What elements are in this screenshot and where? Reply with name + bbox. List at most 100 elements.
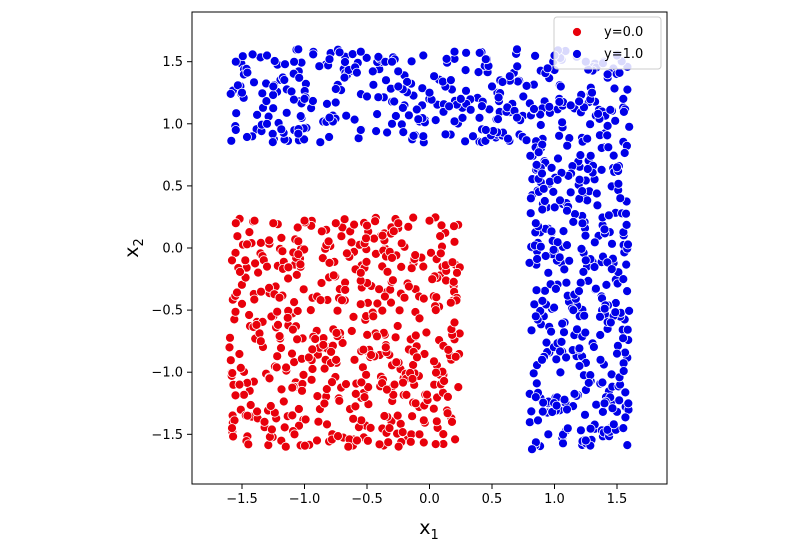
scatter-point-y1 [307, 96, 318, 106]
y-tick-label: −1.0 [151, 366, 183, 381]
scatter-point-y0 [244, 227, 255, 238]
scatter-point-y0 [332, 305, 343, 316]
scatter-point-y0 [225, 332, 235, 343]
scatter-point-y1 [381, 75, 391, 86]
scatter-point-y1 [353, 133, 364, 144]
scatter-point-y1 [524, 257, 535, 268]
scatter-point-y0 [358, 344, 369, 355]
scatter-point-y0 [447, 416, 457, 427]
scatter-point-y1 [555, 346, 565, 357]
scatter-point-y1 [546, 326, 556, 337]
scatter-point-y1 [618, 274, 629, 285]
scatter-point-y0 [307, 344, 318, 355]
scatter-point-y0 [407, 411, 418, 422]
scatter-point-y0 [237, 298, 247, 309]
scatter-point-y0 [299, 440, 310, 451]
scatter-point-y0 [372, 331, 382, 342]
scatter-point-y1 [577, 218, 588, 229]
scatter-point-y0 [427, 274, 438, 285]
scatter-point-y0 [418, 293, 429, 304]
scatter-point-y0 [282, 312, 293, 323]
scatter-point-y1 [577, 186, 588, 197]
scatter-point-y1 [537, 406, 548, 417]
scatter-point-y1 [619, 107, 629, 117]
scatter-point-y1 [268, 81, 279, 92]
scatter-point-y0 [428, 403, 439, 414]
scatter-point-y0 [343, 441, 354, 452]
scatter-point-y0 [422, 389, 432, 400]
scatter-point-y1 [607, 403, 618, 414]
scatter-point-y0 [448, 276, 459, 287]
scatter-point-y0 [230, 390, 241, 401]
scatter-point-y1 [411, 104, 422, 115]
scatter-point-y1 [613, 178, 624, 189]
scatter-point-y0 [306, 374, 317, 385]
scatter-point-y0 [392, 321, 403, 331]
scatter-point-y1 [622, 84, 633, 95]
scatter-point-y1 [599, 224, 610, 235]
scatter-point-y0 [276, 232, 287, 243]
scatter-point-y1 [535, 241, 546, 252]
scatter-point-y0 [312, 391, 323, 402]
scatter-point-y1 [578, 266, 589, 277]
scatter-point-y1 [555, 195, 565, 206]
scatter-point-y1 [324, 112, 335, 123]
scatter-point-y1 [620, 387, 631, 398]
scatter-point-y1 [599, 303, 610, 314]
scatter-point-y0 [430, 305, 441, 316]
scatter-point-y0 [405, 436, 416, 447]
scatter-point-y0 [324, 257, 335, 268]
scatter-point-y0 [383, 437, 394, 448]
scatter-point-y0 [292, 306, 303, 316]
scatter-point-y1 [226, 135, 237, 146]
scatter-point-y1 [461, 85, 471, 96]
scatter-point-y0 [276, 384, 287, 395]
scatter-point-y1 [289, 56, 300, 67]
scatter-point-y1 [347, 49, 358, 59]
legend-label-y0: y=0.0 [604, 25, 643, 40]
scatter-point-y0 [287, 382, 298, 393]
scatter-point-y1 [361, 53, 372, 63]
scatter-point-y1 [537, 295, 548, 306]
scatter-point-y0 [298, 369, 309, 380]
scatter-point-y1 [582, 164, 593, 174]
scatter-point-y1 [460, 136, 471, 147]
scatter-point-y0 [271, 362, 282, 373]
scatter-point-y0 [412, 352, 422, 363]
scatter-point-y1 [575, 277, 586, 288]
scatter-point-y0 [264, 282, 275, 293]
scatter-point-y1 [602, 130, 613, 141]
scatter-point-y1 [268, 90, 279, 100]
scatter-point-y1 [252, 110, 263, 120]
scatter-point-y1 [555, 81, 566, 92]
scatter-point-y0 [453, 382, 464, 393]
scatter-point-y0 [445, 297, 456, 308]
scatter-point-y0 [388, 226, 399, 237]
scatter-point-y1 [620, 347, 630, 358]
scatter-point-y0 [363, 382, 374, 393]
y-axis-title-sub: 2 [132, 238, 147, 246]
scatter-point-y1 [610, 115, 621, 126]
scatter-point-y0 [435, 248, 446, 259]
scatter-point-y1 [618, 423, 629, 434]
scatter-point-y0 [374, 439, 385, 450]
scatter-point-y0 [255, 237, 266, 248]
scatter-point-y1 [530, 218, 541, 229]
scatter-point-y1 [242, 67, 253, 78]
x-tick-label: 1.5 [607, 492, 628, 507]
scatter-point-y1 [389, 96, 400, 107]
scatter-point-y1 [529, 104, 539, 114]
scatter-point-y1 [591, 399, 602, 410]
scatter-point-y0 [407, 373, 418, 384]
scatter-point-y0 [295, 259, 306, 270]
scatter-point-y0 [318, 339, 329, 350]
scatter-point-y1 [595, 354, 606, 365]
scatter-point-y1 [585, 423, 596, 434]
scatter-point-y0 [232, 287, 242, 298]
scatter-point-y1 [293, 128, 304, 139]
scatter-point-y1 [548, 186, 559, 197]
scatter-point-y1 [565, 187, 576, 198]
scatter-point-y1 [424, 87, 435, 98]
scatter-point-y1 [387, 118, 397, 129]
scatter-point-y1 [512, 61, 523, 72]
